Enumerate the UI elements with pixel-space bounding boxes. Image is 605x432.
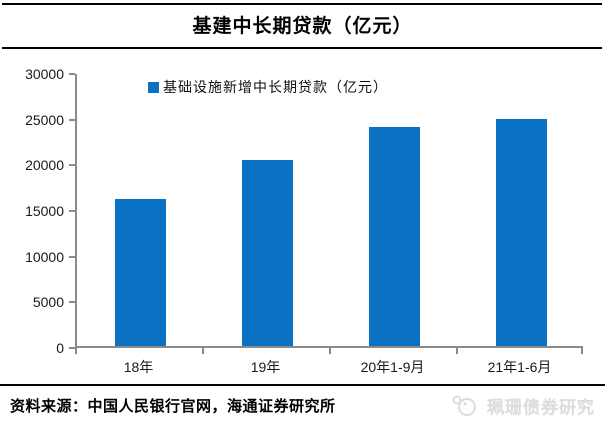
top-rule (2, 3, 602, 5)
footer: 资料来源：中国人民银行官网，海通证券研究所 珮珊债券研究 (0, 384, 605, 432)
watermark-text: 珮珊债券研究 (487, 398, 595, 418)
y-axis-label: 20000 (25, 157, 64, 174)
watermark-logo-icon (452, 395, 476, 416)
y-axis-tick (69, 118, 75, 121)
bar (369, 126, 420, 346)
x-axis-label: 21年1-6月 (487, 359, 552, 375)
y-axis-label: 5000 (32, 294, 64, 311)
y-axis-tick (69, 73, 75, 75)
x-axis-label: 18年 (123, 359, 154, 375)
y-axis-label: 10000 (25, 248, 64, 265)
y-axis-tick (69, 347, 75, 349)
watermark: 珮珊债券研究 (451, 393, 595, 418)
title-divider-rule (2, 47, 602, 49)
bar (496, 118, 547, 346)
y-axis-label: 30000 (25, 66, 64, 82)
x-axis-label: 19年 (250, 359, 281, 375)
legend-label: 基础设施新增中长期贷款（亿元） (163, 80, 388, 96)
y-axis-tick (69, 210, 75, 212)
x-axis-tick (456, 348, 458, 354)
bar (242, 159, 293, 346)
x-axis-tick (75, 348, 77, 354)
y-axis-tick (69, 255, 75, 258)
y-axis-label: 15000 (25, 203, 64, 219)
chart-title: 基建中长期贷款（亿元） (192, 15, 413, 37)
bar (115, 198, 166, 346)
y-axis-tick (69, 301, 75, 304)
x-axis-tick (581, 348, 583, 354)
bar-chart: 基础设施新增中长期贷款（亿元） 0 5000 10000 15000 20000 2500… (0, 48, 605, 384)
y-axis-label: 0 (56, 340, 64, 356)
y-axis-tick (69, 164, 75, 167)
plot-area (75, 74, 583, 348)
x-axis-tick (329, 348, 331, 354)
legend-swatch (148, 81, 159, 93)
x-axis-label: 20年1-9月 (360, 359, 425, 375)
x-axis-tick (202, 348, 204, 354)
y-axis-label: 25000 (25, 111, 64, 128)
legend: 基础设施新增中长期贷款（亿元） (148, 77, 388, 97)
source-text: 资料来源：中国人民银行官网，海通证券研究所 (10, 397, 336, 415)
